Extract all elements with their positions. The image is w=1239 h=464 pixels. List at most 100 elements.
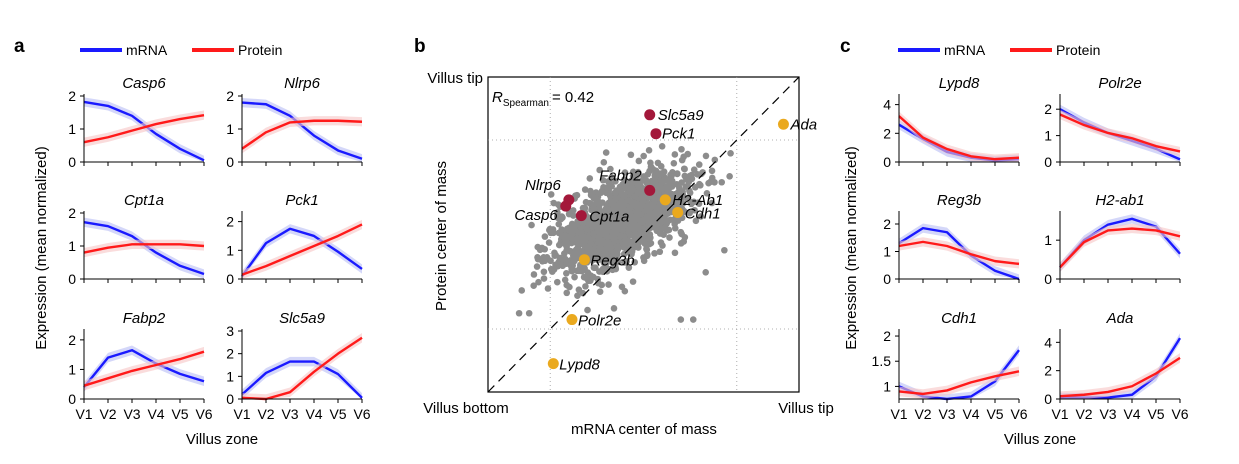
y-tick-label: 0 xyxy=(883,271,891,287)
scatter-point xyxy=(671,249,679,257)
panel-title: Lypd8 xyxy=(939,75,980,92)
series-line-mrna xyxy=(83,349,205,388)
scatter-point xyxy=(681,165,688,173)
scatter-point xyxy=(621,287,629,295)
scatter-point xyxy=(695,161,703,168)
scatter-point xyxy=(518,287,526,294)
panel-title: Fabp2 xyxy=(123,310,166,327)
scatter-point xyxy=(602,205,610,212)
scatter-point xyxy=(574,292,581,300)
scatter-point xyxy=(575,286,583,294)
scatter-x-label: mRNA center of mass xyxy=(571,421,717,438)
panel-a-legend-protein-label: Protein xyxy=(238,42,282,58)
y-tick-label: 2 xyxy=(68,332,76,348)
y-tick-label: 1 xyxy=(883,244,891,260)
gene-label-Slc5a9: Slc5a9 xyxy=(658,107,705,124)
scatter-point xyxy=(635,224,642,231)
villus-tip-y-label: Villus tip xyxy=(427,70,483,87)
scatter-point xyxy=(691,206,698,214)
x-tick-label: V2 xyxy=(914,406,931,422)
scatter-point xyxy=(552,251,560,259)
scatter-point xyxy=(534,254,541,261)
scatter-point xyxy=(573,267,581,275)
band-mrna xyxy=(242,356,362,399)
scatter-point xyxy=(627,231,634,239)
scatter-point xyxy=(661,208,668,216)
scatter-point xyxy=(620,205,627,212)
scatter-point xyxy=(541,233,549,240)
x-tick-label: V5 xyxy=(986,406,1003,422)
scatter-point xyxy=(603,184,611,191)
scatter-point xyxy=(515,309,523,317)
x-tick-label: V4 xyxy=(305,406,322,422)
scatter-point xyxy=(708,199,716,207)
scatter-point xyxy=(726,173,733,180)
scatter-point xyxy=(681,233,689,241)
scatter-point xyxy=(568,220,576,228)
scatter-point xyxy=(561,276,569,284)
panel-a-y-label: Expression (mean normalized) xyxy=(33,146,50,349)
x-tick-label: V3 xyxy=(281,406,298,422)
scatter-point xyxy=(633,210,641,218)
scatter-point xyxy=(614,243,621,250)
scatter-point xyxy=(621,169,629,176)
spearman-annotation: RSpearman = 0.42 xyxy=(492,89,594,109)
y-tick-label: 1 xyxy=(226,121,234,137)
scatter-point xyxy=(586,175,594,182)
scatter-point xyxy=(659,242,666,249)
line-panel-Cpt1a: Cpt1a 0 1 2 xyxy=(68,192,205,287)
scatter-point xyxy=(601,248,609,255)
scatter-point xyxy=(604,219,611,226)
scatter-point xyxy=(594,225,602,233)
panel-title: Reg3b xyxy=(937,192,981,209)
line-panel-Slc5a9: Slc5a9 0 1 2 3 V1 V2 V3 V4 V5 V6 xyxy=(226,310,371,422)
scatter-point xyxy=(540,268,548,276)
gene-label-Pck1: Pck1 xyxy=(662,126,695,143)
scatter-point xyxy=(535,278,542,286)
gene-label-Lypd8: Lypd8 xyxy=(559,357,600,374)
scatter-point xyxy=(597,208,604,215)
scatter-point xyxy=(561,234,568,241)
y-tick-label: 1 xyxy=(68,361,76,377)
scatter-point xyxy=(594,216,601,224)
scatter-point xyxy=(555,220,563,228)
series-line-protein xyxy=(83,350,205,387)
highlight-point-Slc5a9 xyxy=(644,109,656,121)
scatter-point xyxy=(666,234,673,241)
panel-title: Ada xyxy=(1106,310,1134,327)
scatter-point xyxy=(599,176,607,184)
x-tick-label: V1 xyxy=(1051,406,1068,422)
scatter-point xyxy=(643,252,651,260)
scatter-point xyxy=(659,185,666,193)
panel-title: Casp6 xyxy=(122,75,166,92)
scatter-point xyxy=(721,246,728,254)
scatter-point xyxy=(608,232,616,240)
scatter-point xyxy=(528,221,535,229)
highlight-point-Cpt1a xyxy=(575,210,587,222)
band-protein xyxy=(1060,353,1180,399)
panel-a-x-label: Villus zone xyxy=(186,431,258,448)
scatter-point xyxy=(635,157,643,165)
scatter-point xyxy=(571,273,578,281)
scatter-point xyxy=(617,225,625,233)
scatter-point xyxy=(711,156,719,164)
scatter-point xyxy=(569,207,577,214)
highlight-point-Reg3b xyxy=(578,254,590,266)
scatter-point xyxy=(615,220,622,227)
y-tick-label: 0 xyxy=(1044,271,1052,287)
panel-c-legend-protein-label: Protein xyxy=(1056,42,1100,58)
x-tick-label: V6 xyxy=(195,406,212,422)
panel-title: Cpt1a xyxy=(124,192,164,209)
scatter-point xyxy=(627,223,635,231)
scatter-panel: Slc5a9 Pck1 Fabp2 Nlrp6 Casp6 Cpt1a Ada H2-Ab1C… xyxy=(487,76,817,393)
x-tick-label: V6 xyxy=(353,406,370,422)
line-panel-Lypd8: Lypd8 0 2 4 xyxy=(883,75,1020,170)
band-mrna xyxy=(1060,333,1180,399)
panel-title: Cdh1 xyxy=(941,310,977,327)
scatter-point xyxy=(612,178,619,185)
x-tick-label: V1 xyxy=(233,406,250,422)
x-tick-label: V2 xyxy=(257,406,274,422)
y-tick-label: 2 xyxy=(1044,101,1052,117)
y-tick-label: 1 xyxy=(1044,232,1052,248)
scatter-point xyxy=(605,281,612,288)
